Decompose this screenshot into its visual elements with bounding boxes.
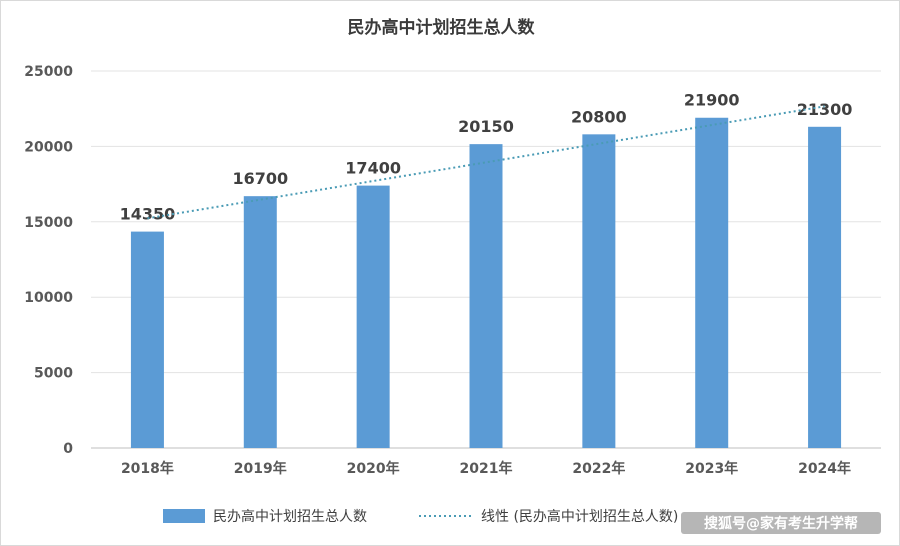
x-tick-label: 2019年 [234,460,287,477]
bar [469,144,503,448]
bar [582,134,616,448]
data-label: 21300 [797,100,853,119]
watermark-text: 搜狐号@家有考生升学帮 [704,515,858,532]
y-axis-ticks: 0 5000 10000 15000 20000 25000 [24,64,73,457]
y-tick-label: 5000 [34,366,73,382]
trendline [147,105,825,220]
data-label: 14350 [120,205,176,224]
trendline-path [147,105,825,220]
legend: 民办高中计划招生总人数 线性 (民办高中计划招生总人数) [163,508,678,525]
x-tick-label: 2018年 [121,460,174,477]
x-tick-label: 2021年 [460,460,513,477]
data-label: 17400 [345,159,401,178]
y-tick-label: 25000 [24,64,73,80]
bar [130,231,164,448]
bar [808,126,842,449]
x-tick-label: 2023年 [685,460,738,477]
data-label: 20150 [458,117,514,136]
bar-series [130,117,842,449]
chart-title: 民办高中计划招生总人数 [348,17,536,38]
data-labels: 14350 16700 17400 20150 20800 21900 21300 [120,91,853,224]
bar [356,185,390,448]
x-tick-label: 2022年 [572,460,625,477]
legend-label-trendline: 线性 (民办高中计划招生总人数) [481,508,678,525]
bar [695,117,729,449]
y-tick-label: 15000 [24,215,73,231]
data-label: 16700 [232,169,288,188]
y-tick-label: 10000 [24,290,73,306]
x-axis-ticks: 2018年 2019年 2020年 2021年 2022年 2023年 2024年 [121,460,851,477]
y-tick-label: 20000 [24,139,73,155]
x-tick-label: 2024年 [798,460,851,477]
data-label: 21900 [684,91,740,110]
legend-swatch-bars [163,509,205,523]
x-tick-label: 2020年 [347,460,400,477]
y-tick-label: 0 [63,441,73,457]
watermark: 搜狐号@家有考生升学帮 [681,512,881,534]
bar [243,196,277,448]
data-label: 20800 [571,107,627,126]
legend-label-bars: 民办高中计划招生总人数 [213,508,367,525]
